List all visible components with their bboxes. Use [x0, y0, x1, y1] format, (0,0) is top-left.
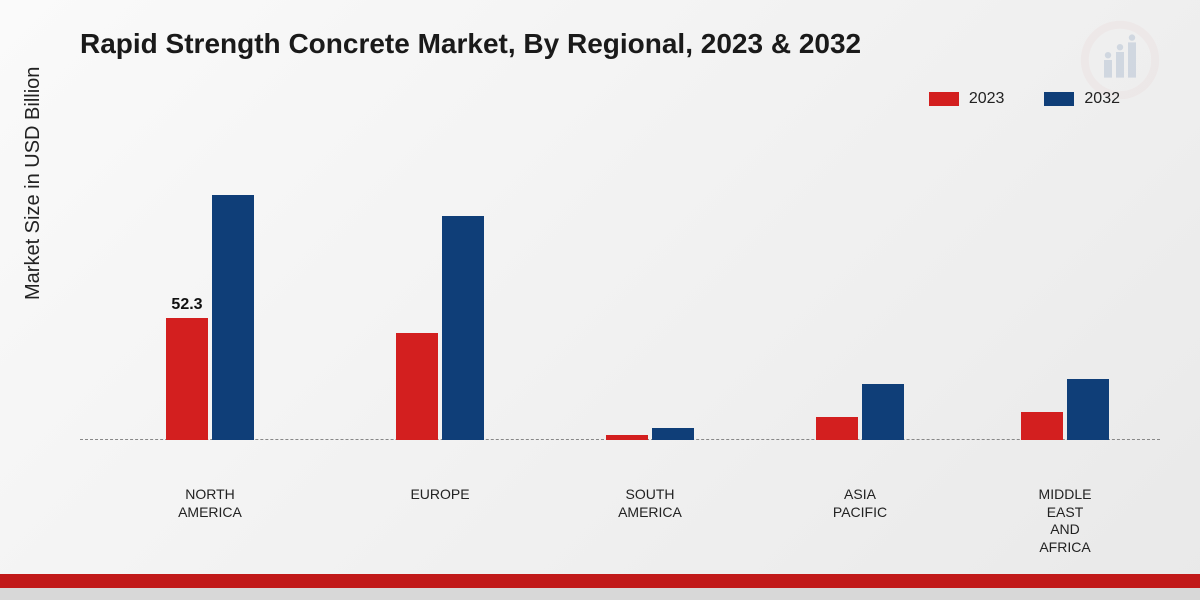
bar-2032 — [652, 428, 694, 440]
category-label: MIDDLE EAST AND AFRICA — [985, 486, 1145, 556]
watermark-dot-2 — [1117, 44, 1123, 50]
legend-swatch-2023 — [929, 92, 959, 106]
bar-2023 — [1021, 412, 1063, 440]
bar-group — [380, 216, 500, 440]
bar-2023 — [606, 435, 648, 440]
bar-group — [800, 384, 920, 440]
bar-group: 52.3 — [150, 195, 270, 440]
category-label: SOUTH AMERICA — [570, 486, 730, 521]
legend-label-2023: 2023 — [969, 90, 1005, 108]
watermark-dot-3 — [1129, 34, 1135, 40]
legend-item-2032: 2032 — [1044, 90, 1120, 108]
bar-group — [1005, 379, 1125, 440]
bar-group — [590, 428, 710, 440]
legend: 2023 2032 — [929, 90, 1120, 108]
chart-title: Rapid Strength Concrete Market, By Regio… — [80, 28, 861, 60]
chart-container: Rapid Strength Concrete Market, By Regio… — [0, 0, 1200, 600]
plot-area: 52.3NORTH AMERICAEUROPESOUTH AMERICAASIA… — [80, 160, 1160, 480]
category-label: NORTH AMERICA — [130, 486, 290, 521]
category-label: EUROPE — [360, 486, 520, 504]
category-label: ASIA PACIFIC — [780, 486, 940, 521]
watermark-bar-2 — [1116, 52, 1124, 78]
bar-2023 — [816, 417, 858, 440]
bar-2032 — [212, 195, 254, 440]
watermark-dot-1 — [1105, 52, 1111, 58]
watermark-icon — [1080, 20, 1160, 100]
bar-2032 — [1067, 379, 1109, 440]
legend-label-2032: 2032 — [1084, 90, 1120, 108]
bar-value-label: 52.3 — [171, 296, 202, 314]
footer-grey-bar — [0, 588, 1200, 600]
watermark-bar-3 — [1128, 42, 1136, 77]
bar-2023: 52.3 — [166, 318, 208, 440]
legend-swatch-2032 — [1044, 92, 1074, 106]
legend-item-2023: 2023 — [929, 90, 1005, 108]
bar-2032 — [862, 384, 904, 440]
watermark-bar-1 — [1104, 60, 1112, 78]
bar-2023 — [396, 333, 438, 440]
y-axis-label: Market Size in USD Billion — [22, 67, 45, 300]
bar-2032 — [442, 216, 484, 440]
footer-red-bar — [0, 574, 1200, 588]
